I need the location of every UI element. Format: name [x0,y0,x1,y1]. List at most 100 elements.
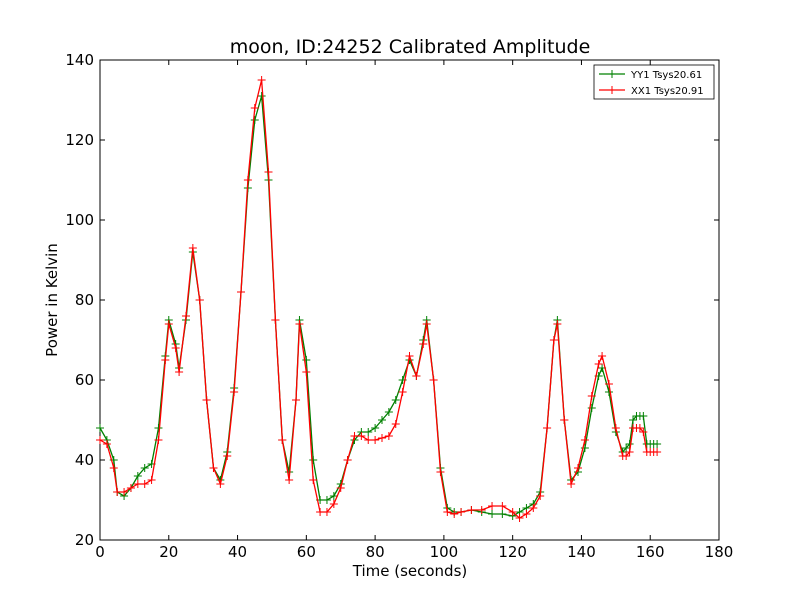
data-point [264,168,273,176]
x-tick-label: 0 [95,543,105,561]
data-point [604,380,613,388]
data-point [316,508,325,516]
data-point [257,76,266,84]
data-point [329,492,338,500]
axis-ticks: 0 20 40 60 80 100 120 140 160 1802040608010012014… [65,51,733,561]
data-point [285,476,294,484]
y-tick-label: 120 [65,131,94,149]
legend-label: XX1 Tsys20.91 [631,86,704,97]
data-point [422,320,431,328]
x-tick-label: 180 [705,543,734,561]
x-axis-label: Time (seconds) [352,562,468,580]
data-point [295,320,304,328]
data-point [161,356,170,364]
series-1 [96,76,662,522]
data-point [364,436,373,444]
data-point [419,340,428,348]
data-point [371,436,380,444]
data-point [598,352,607,360]
data-point [536,492,545,500]
legend: YY1 Tsys20.61 XX1 Tsys20.91 [593,64,715,100]
data-point [140,464,149,472]
data-point [391,420,400,428]
data-point [384,432,393,440]
data-point [133,480,142,488]
data-point [580,436,589,444]
series-layer [96,76,662,522]
x-tick-label: 20 [159,543,178,561]
data-point [457,508,466,516]
data-point [549,336,558,344]
data-point [467,506,476,514]
data-point [175,368,184,376]
data-point [653,440,662,448]
data-point [553,320,562,328]
data-point [329,500,338,508]
y-tick-label: 40 [75,451,94,469]
data-point [653,448,662,456]
data-point [171,344,180,352]
data-point [622,444,631,452]
data-point [625,440,634,448]
data-point [625,448,634,456]
data-point [604,388,613,396]
data-point [250,116,259,124]
data-point [635,424,644,432]
data-point [343,456,352,464]
data-point [302,356,311,364]
data-point [522,510,531,518]
legend-item: XX1 Tsys20.91 [599,86,704,97]
data-point [580,444,589,452]
data-point [209,464,218,472]
data-point [322,496,331,504]
legend-item: YY1 Tsys20.61 [599,70,702,81]
y-tick-label: 20 [75,531,94,549]
data-point [292,396,301,404]
data-point [322,508,331,516]
data-point [515,514,524,522]
data-point [488,502,497,510]
x-tick-label: 120 [498,543,527,561]
data-point [639,412,648,420]
axes-frame [99,59,720,541]
x-tick-label: 100 [430,543,459,561]
data-point [384,408,393,416]
data-point [567,480,576,488]
data-point [216,480,225,488]
data-point [96,436,104,444]
data-point [230,388,239,396]
y-tick-label: 140 [65,51,94,69]
data-point [371,424,380,432]
data-point [147,476,156,484]
data-point [498,510,507,518]
y-tick-label: 80 [75,291,94,309]
data-point [529,504,538,512]
data-point [181,312,190,320]
data-point [195,296,204,304]
data-point [611,424,620,432]
data-point [377,416,386,424]
legend-frame [593,64,715,100]
y-axis-label: Power in Kelvin [43,243,61,357]
data-point [133,472,142,480]
y-tick-label: 100 [65,211,94,229]
data-point [594,360,603,368]
data-point [154,436,163,444]
data-point [587,392,596,400]
data-point [508,508,517,516]
data-point [398,388,407,396]
data-point [154,424,163,432]
data-point [391,396,400,404]
data-point [236,288,245,296]
data-point [126,484,135,492]
x-tick-label: 140 [567,543,596,561]
data-point [412,372,421,380]
data-point [357,432,366,440]
x-tick-label: 160 [636,543,665,561]
data-point [336,484,345,492]
data-point [364,428,373,436]
data-point [257,92,266,100]
data-point [574,464,583,472]
y-tick-label: 60 [75,371,94,389]
